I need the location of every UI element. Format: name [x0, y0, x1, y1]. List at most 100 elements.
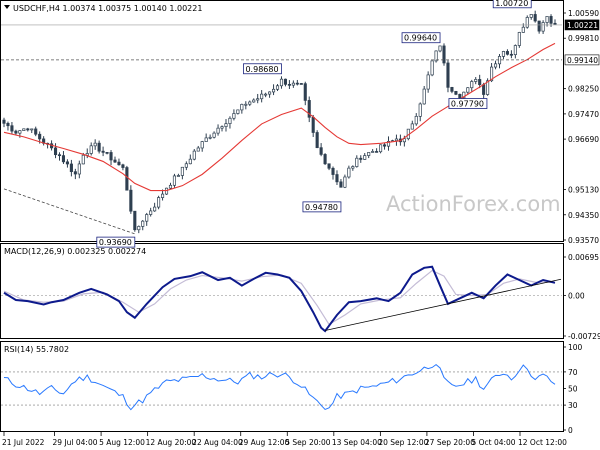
- candle-body: [10, 125, 14, 132]
- current-price-tag: 1.00221: [567, 21, 598, 30]
- candle-body: [339, 181, 343, 188]
- x-tick-label: 21 Jul 2022: [2, 438, 45, 447]
- axes-group: 1.00590 0.99810 0.98250 0.97470 0.96690 0.951…: [2, 9, 600, 447]
- candle-body: [216, 127, 220, 134]
- candle-body: [279, 78, 284, 87]
- candle-body: [268, 91, 272, 95]
- x-tick-label: 29 Jul 04:00: [53, 438, 98, 447]
- rsi-tick-label: 70: [568, 368, 578, 377]
- candle-body: [125, 167, 129, 191]
- dashed-level-tag-bg: [564, 54, 600, 66]
- rsi-tick-label: 50: [568, 385, 578, 394]
- dropdown-triangle-icon[interactable]: [4, 5, 10, 9]
- candle-body: [81, 154, 85, 165]
- candle-body: [164, 187, 169, 195]
- candle-body: [446, 62, 450, 88]
- candle-body: [414, 115, 418, 125]
- candle-body: [343, 176, 347, 188]
- candle-body: [22, 128, 26, 131]
- candle-body: [478, 79, 482, 86]
- candle-body: [192, 150, 196, 160]
- x-tick-label: 5 Sep 20:00: [285, 438, 331, 447]
- candle-body: [220, 126, 224, 129]
- x-tick-label: 29 Aug 12:00: [239, 438, 290, 447]
- price-annotation-label: 0.97790: [451, 100, 484, 109]
- candle-body: [470, 81, 474, 89]
- candle-body: [89, 145, 93, 154]
- candle-body: [105, 152, 109, 154]
- candle-body: [117, 161, 121, 166]
- candle-body: [232, 113, 236, 119]
- candle-body: [335, 174, 339, 183]
- candle-body: [521, 26, 525, 33]
- candle-body: [113, 159, 117, 163]
- candle-body: [501, 51, 506, 57]
- candle-body: [129, 189, 133, 212]
- candle-body: [275, 85, 280, 90]
- candle-body: [137, 226, 141, 231]
- candle-body: [347, 167, 351, 178]
- candle-body: [224, 123, 228, 127]
- rsi-header: RSI(14) 55.7802: [4, 345, 69, 354]
- price-tick-label: 0.94350: [568, 211, 599, 220]
- candle-body: [394, 138, 398, 141]
- candle-body: [533, 14, 537, 22]
- candle-body: [65, 161, 69, 165]
- price-annotation-box: [492, 0, 532, 9]
- watermark: ActionForex.com: [386, 192, 561, 216]
- candle-body: [450, 87, 454, 92]
- macd-tick-label: 0.00695: [568, 253, 599, 262]
- candle-body: [264, 93, 268, 96]
- candle-body: [382, 144, 387, 147]
- candle-body: [351, 166, 355, 169]
- candle-body: [61, 155, 66, 163]
- macd-tick-label: -0.00729: [568, 332, 600, 341]
- price-tick-label: 0.97470: [568, 110, 599, 119]
- candle-body: [462, 91, 466, 99]
- candle-body: [541, 22, 545, 32]
- rsi-line: [3, 363, 556, 411]
- candle-body: [363, 155, 367, 160]
- rsi-tick-label: 100: [568, 343, 583, 352]
- candle-body: [529, 14, 533, 18]
- candle-body: [121, 164, 125, 168]
- macd-series-group: [1, 265, 562, 333]
- candle-body: [172, 175, 177, 186]
- price-annotation-label: 0.99640: [404, 34, 437, 43]
- price-annotation-label: 0.93690: [99, 238, 132, 247]
- macd-tick-label: 0.00: [568, 292, 585, 301]
- price-header: USDCHF,H4 1.00374 1.00375 1.00140 1.0022…: [13, 4, 202, 13]
- candle-body: [244, 103, 248, 106]
- candle-body: [6, 122, 10, 127]
- price-tick-label: 0.93570: [568, 236, 599, 245]
- candle-body: [109, 152, 113, 161]
- rsi-series-group: [1, 363, 562, 411]
- candle-body: [26, 128, 30, 131]
- candle-body: [204, 137, 208, 142]
- candle-body: [474, 79, 478, 82]
- price-panel-frame: [0, 0, 564, 242]
- candle-body: [2, 119, 6, 124]
- candle-body: [454, 91, 458, 95]
- candle-body: [438, 45, 442, 52]
- candle-body: [319, 147, 323, 155]
- candle-body: [307, 100, 311, 118]
- candle-body: [184, 163, 188, 168]
- candle-body: [141, 220, 145, 227]
- candle-body: [430, 60, 434, 76]
- candle-body: [525, 17, 529, 28]
- price-annotation-box: [96, 236, 136, 248]
- candle-body: [311, 116, 315, 133]
- candle-body: [295, 82, 299, 85]
- candle-body: [299, 83, 303, 85]
- price-tick-label: 0.96690: [568, 135, 599, 144]
- rsi-panel-frame: [0, 341, 564, 432]
- price-annotation-box: [448, 98, 488, 109]
- candle-body: [256, 98, 260, 101]
- candle-body: [240, 103, 244, 111]
- candle-body: [180, 166, 184, 176]
- candle-body: [252, 99, 256, 103]
- price-tick-label: 0.98250: [568, 85, 599, 94]
- support-trendline: [3, 188, 135, 235]
- x-tick-label: 5 Aug 12:00: [99, 438, 145, 447]
